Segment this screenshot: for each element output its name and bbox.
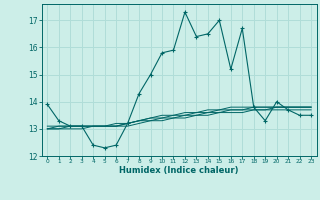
X-axis label: Humidex (Indice chaleur): Humidex (Indice chaleur) <box>119 166 239 175</box>
